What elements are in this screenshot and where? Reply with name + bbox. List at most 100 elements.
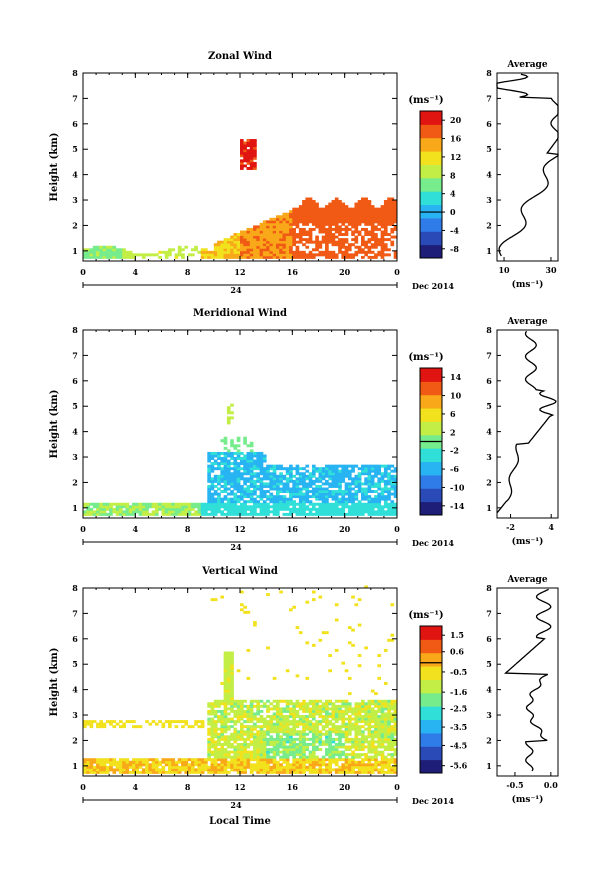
heatmap-cell [249,720,254,724]
heatmap-cell [115,512,120,516]
heatmap-cell [387,760,391,764]
heatmap-cell [207,472,211,476]
heatmap-cell [112,510,117,514]
heatmap-cell [305,230,310,234]
heatmap-cell [240,768,244,772]
heatmap-cell [275,748,280,751]
heatmap-cell [226,684,231,688]
heatmap-cell [262,702,267,706]
heatmap-cell [380,742,385,746]
heatmap-cell [315,492,319,496]
heatmap-cell [344,502,349,506]
heatmap-cell [374,227,378,231]
heatmap-cell [256,255,261,259]
heatmap-cell [285,500,290,504]
heatmap-cell [357,200,362,203]
colorbar-segment [420,501,442,507]
heatmap-cell [338,212,342,216]
heatmap-cell [230,484,234,488]
heatmap-cell [370,512,375,516]
heatmap-cell [361,255,365,259]
heatmap-cell [243,704,247,708]
heatmap-cell [279,240,283,244]
heatmap-cell [204,765,208,769]
heatmap-cell [243,760,247,764]
heatmap-cell [377,709,382,713]
heatmap-cell [236,715,241,718]
heatmap-cell [161,510,166,514]
heatmap-cell [272,699,277,703]
heatmap-cell [230,679,234,683]
heatmap-cell [367,207,372,211]
heatmap-cell [240,240,244,244]
heatmap-cell [158,763,162,767]
heatmap-cell [285,479,290,483]
heatmap-cell [266,484,270,488]
heatmap-cell [364,712,368,716]
heatmap-cell [220,240,225,244]
heatmap-cell [328,748,332,751]
heatmap-cell [328,220,332,224]
avg-y-tick-label: 5 [486,144,492,154]
heatmap-cell [253,765,257,769]
heatmap-cell [292,222,296,226]
colorbar-segment [420,474,442,480]
heatmap-cell [243,240,247,244]
heatmap-cell [240,758,244,762]
heatmap-cell [240,608,244,612]
heatmap-cell [217,765,221,769]
heatmap-cell [334,742,339,746]
heatmap-cell [262,745,267,749]
heatmap-cell [275,495,280,499]
heatmap-cell [334,497,339,501]
heatmap-cell [302,472,306,476]
heatmap-cell [282,505,287,509]
heatmap-cell [259,758,264,762]
heatmap-cell [361,212,365,216]
y-tick-label: 4 [72,427,78,437]
y-tick-label: 2 [72,220,78,230]
heatmap-cell [377,717,382,721]
heatmap-cell [233,502,238,506]
heatmap-cell [285,765,290,769]
heatmap-cell [240,763,244,767]
heatmap-cell [249,253,254,257]
heatmap-cell [220,595,225,599]
heatmap-cell [226,661,231,665]
heatmap-cell [298,745,303,749]
heatmap-cell [210,758,215,762]
colorbar-segment [420,626,442,631]
heatmap-cell [220,765,225,769]
heatmap-cell [174,507,179,511]
heatmap-cell [236,712,241,716]
heatmap-cell [246,709,251,713]
heatmap-cell [99,763,104,767]
heatmap-cell [243,755,247,759]
heatmap-cell [233,768,238,772]
colorbar-tick-label: -2 [450,446,459,456]
heatmap-cell [341,512,346,516]
heatmap-cell [272,482,277,486]
heatmap-cell [223,725,228,729]
colorbar-tick-label: -10 [450,482,465,492]
heatmap-cell [289,227,293,231]
heatmap-cell [318,250,323,254]
heatmap-cell [321,512,326,516]
heatmap-cell [210,505,215,509]
heatmap-cell [321,758,326,762]
heatmap-cell [308,472,313,476]
heatmap-cell [347,482,352,486]
colorbar-tick-label: -5.6 [450,761,468,771]
heatmap-cell [318,215,323,219]
heatmap-cell [181,502,185,506]
heatmap-cell [289,715,293,718]
heatmap-cell [213,484,218,488]
heatmap-cell [236,730,241,734]
heatmap-cell [109,510,113,514]
heatmap-cell [338,248,342,252]
heatmap-cell [354,722,359,726]
heatmap-cell [325,233,329,236]
heatmap-cell [390,487,395,491]
heatmap-cell [226,669,231,673]
heatmap-cell [285,215,290,219]
